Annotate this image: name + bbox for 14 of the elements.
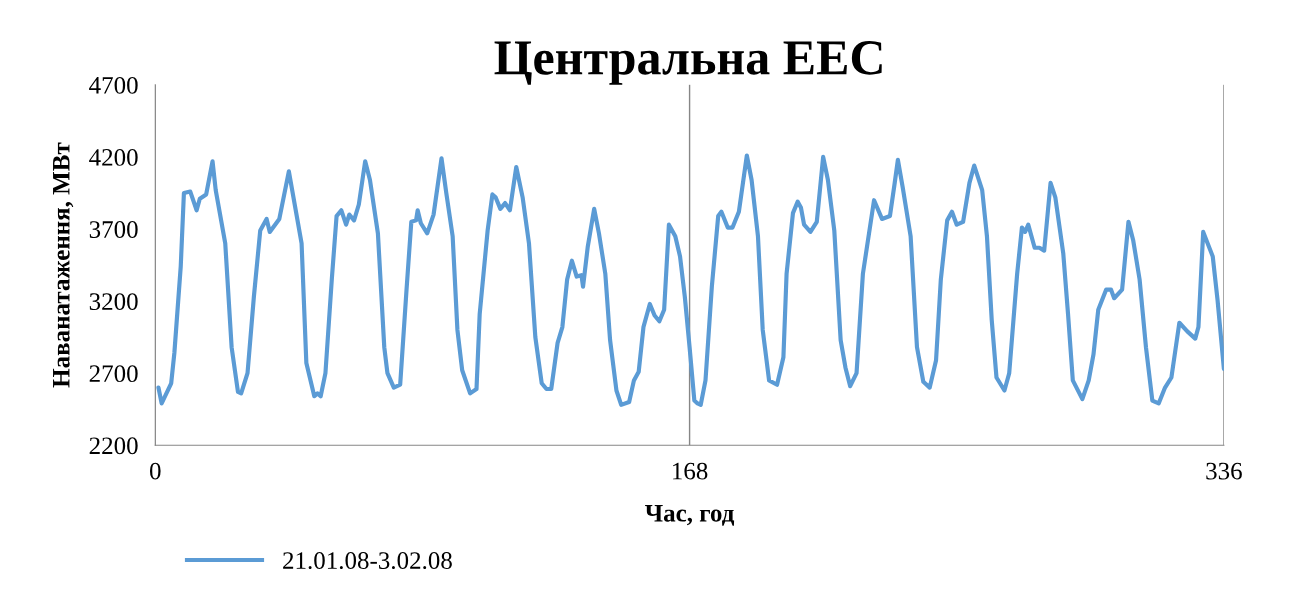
y-axis-title: Наванатаження, МВт [53, 142, 74, 388]
x-tick-label: 168 [673, 462, 708, 480]
legend-label: 21.01.08-3.02.08 [283, 552, 452, 570]
y-tick-label: 3700 [89, 221, 138, 238]
y-tick-label: 3200 [89, 293, 138, 311]
x-axis-title: Час, год [645, 505, 735, 526]
x-tick-label: 336 [1206, 462, 1242, 480]
y-tick-label: 4700 [89, 76, 138, 94]
chart-title: Центральна ЕЕС [494, 41, 882, 85]
x-tick-label: 0 [149, 462, 161, 480]
y-tick-label: 4200 [89, 149, 138, 166]
y-tick-label: 2200 [89, 437, 138, 455]
y-tick-label: 2700 [89, 365, 138, 383]
line-series [156, 153, 1224, 407]
